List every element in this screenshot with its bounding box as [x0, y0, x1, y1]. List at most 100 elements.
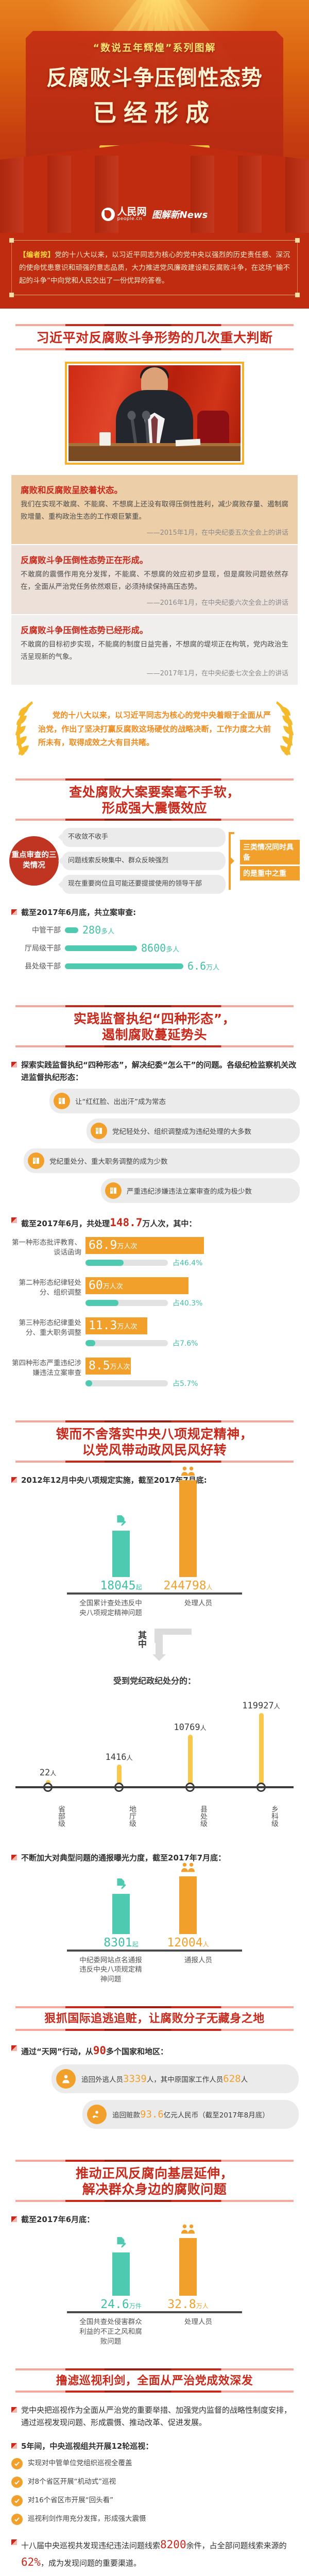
section-6-title-line1: 推动正风反腐向基层延伸， [75, 2166, 233, 2181]
eight-rules-column-chart: 18045起 244798人 全国累计查处违反中央八项规定精神问题 处理人员 [0, 1466, 309, 1618]
bullet-square-icon [11, 2216, 17, 2223]
card-number-1: 3339 [123, 2073, 147, 2085]
quote-card: 反腐败斗争压倒性态势已经形成。 不敢腐的目标初步实现，不能腐的制度日益完善，不想… [11, 615, 298, 685]
editor-note-section: 【编者按】党的十八大以来，以习近平同志为核心的党中央以强烈的历史责任感、深沉的使… [0, 233, 309, 309]
section-grassroots: 推动正风反腐向基层延伸， 解决群众身边的腐败问题 截至2017年6月底： 24.… [0, 2144, 309, 2353]
section-4-heading: 锲而不舍落实中央八项规定精神， 以党风带动政风民风好转 [15, 1420, 294, 1463]
bullet-inspection-footer: 十八届中央巡视共发现违纪违法问题线索8200余件，占全部问题线索来源的 62%，成… [11, 2536, 298, 2571]
column-label: 乡科级 [270, 1805, 279, 1827]
skynet-card: 追回外逃人员3339人，其中原国家工作人员628人 [52, 2064, 299, 2094]
form-pill: 党纪轻处分、组织调整成为违纪处理的大多数 [87, 1118, 300, 1144]
chart-row: 厅局级干部 8600多人 [13, 942, 296, 954]
inspection-achievement-list: 实现对中管单位党组织巡视全覆盖 对8个省区开展“机动式”巡视 对16个省区市开展… [11, 2458, 298, 2526]
quote-card: 反腐败斗争压倒性态势正在形成。 不敢腐的震慑作用充分发挥，不能腐、不想腐的效应初… [11, 545, 298, 615]
bar-value: 280多人 [82, 924, 115, 937]
document-icon [114, 2236, 128, 2251]
forms-total-unit: 万人次 [142, 1219, 166, 1229]
achievement-item: 巡视利剑作用充分发挥，形成强大震慑 [11, 2513, 298, 2526]
bullet-eight-rules-text: 2012年12月中央八项规定实施，截至2017年7月底: [21, 1475, 207, 1485]
chart-column: 119927人 [242, 1701, 280, 1786]
check-icon [11, 2458, 23, 2470]
card-number-1: 93.6 [140, 2109, 164, 2121]
money-hand-icon [87, 2105, 107, 2125]
achievement-item: 对8个省区开展“机动式”巡视 [11, 2476, 298, 2488]
people-icon [180, 2224, 196, 2237]
card-text-pre: 追回赃款 [112, 2111, 140, 2120]
column-value: 12004人 [167, 1936, 209, 1950]
column-label: 通报人员 [184, 1956, 212, 1964]
bar-label: 第三种形态纪律重处分、重大职务调整 [19, 1318, 82, 1337]
quote-card: 腐败和反腐败呈胶着状态。 我们在实现不敢腐、不能腐、不想腐上还没有取得压倒性胜利… [11, 474, 298, 545]
case-review-bar-chart: 中管干部 280多人 厅局级干部 8600多人 县处级干部 6.6万人 [13, 924, 296, 972]
bullet-grassroots-text: 截至2017年6月底： [21, 2215, 95, 2225]
percent-track [85, 1340, 168, 1346]
hero-kicker: “数说五年辉煌”系列图解 [93, 42, 216, 54]
chart-row: 中管干部 280多人 [13, 924, 296, 936]
laurel-summary: 党的十八大以来，以习近平同志为核心的党中央着眼于全面从严治党，作出了坚决打赢反腐… [11, 698, 298, 760]
bullet-four-forms: 探索实践监督执纪“四种形态”，解决纪委“怎么干”的问题。各级纪检监察机关改进监督… [11, 1059, 298, 1083]
bar-label: 中管干部 [32, 926, 61, 935]
hero-banner: “数说五年辉煌”系列图解 反腐败斗争压倒性态势 已经形成 人民网 [0, 0, 309, 233]
document-icon [114, 1877, 128, 1893]
quote-title: 反腐败斗争压倒性态势正在形成。 [21, 555, 148, 566]
section-xi-judgments: 习近平对反腐败斗争形势的几次重大判断 腐败和反腐败呈胶着状态。 我们在实现不敢腐… [0, 309, 309, 763]
section-four-forms: 实践监督执纪“四种形态”， 遏制腐败蔓延势头 探索实践监督执纪“四种形态”，解决… [0, 990, 309, 1405]
chart-row: 第一种形态批评教育、谈话函询 68.9 万人次 占46.4% [11, 1236, 298, 1268]
section-7-title: 撸滤巡视利剑，全面从严治党成效深发 [56, 2374, 253, 2387]
achievement-text: 巡视利剑作用充分发挥，形成强大震慑 [28, 2515, 146, 2523]
section-2-title-line2: 形成强大震慑效应 [101, 800, 207, 816]
quote-source: ——2017年1月，在中央纪委七次全会上的讲话 [146, 669, 288, 677]
book-icon [91, 1123, 107, 1140]
priority-tag-line2: 的是重中之重 [240, 866, 300, 880]
chart-row: 第四种形态严重违纪涉嫌违法立案审查 8.5 万人次 占5.7% [11, 1357, 298, 1388]
check-icon [11, 2477, 23, 2488]
section-5-title: 狠抓国际追逃追赃，让腐败分子无藏身之地 [44, 2012, 265, 2026]
quote-body: 我们在实现不敢腐、不能腐、不想腐上还没有取得压倒性胜利，减少腐败存量、遏制腐败增… [21, 500, 288, 521]
editor-note-box: 【编者按】党的十八大以来，以习近平同志为核心的党中央以强烈的历史责任感、深沉的使… [9, 238, 300, 297]
form-pill-text: 严重违纪涉嫌违法立案审查的成为极少数 [127, 1188, 252, 1196]
column-label: 全国共查处侵害群众利益的不正之风和腐败问题 [79, 2318, 142, 2346]
section-3-title-line1: 实践监督执纪“四种形态”， [73, 1011, 236, 1027]
achievement-text: 实现对中管单位党组织巡视全覆盖 [28, 2459, 132, 2468]
chart-column: 24.6万件 [100, 2236, 142, 2311]
quote-body: 不敢腐的目标初步实现，不能腐的制度日益完善，不想腐的堤坝正在构筑，党内政治生活呈… [21, 640, 288, 662]
category-bubble: 不收敛不收手 [62, 827, 226, 847]
bullet-square-icon [11, 2407, 17, 2413]
three-review-categories: 重点审查的三类情况 不收敛不收手 问题线索反映集中、群众反映强烈 现在重要岗位且… [9, 827, 300, 894]
bar-value: 6.6万人 [187, 960, 220, 973]
inspection-clue-percent: 62% [21, 2555, 41, 2568]
four-forms-pill-list: 让“红红脸、出出汗”成为常态 党纪轻处分、组织调整成为违纪处理的大多数 党纪重处… [9, 1089, 300, 1204]
section-4-title-line2: 以党风带动政风民风好转 [82, 1442, 227, 1458]
quote-body: 不敢腐的震慑作用充分发挥，不能腐、不想腐的效应初步显现，但是腐败问题依然存在，全… [21, 570, 288, 591]
bullet-public-exposure-text: 不断加大对典型问题的通报曝光力度，截至2017年7月底： [21, 1853, 226, 1862]
bullet-eight-rules: 2012年12月中央八项规定实施，截至2017年7月底: [11, 1474, 298, 1486]
quote-title: 腐败和反腐败呈胶着状态。 [21, 485, 123, 495]
card-number-2: 628 [223, 2073, 241, 2085]
form-pill: 党纪重处分、重大职务调整的成为少数 [24, 1148, 300, 1174]
column-label: 地厅级 [128, 1805, 136, 1827]
chart-column: 18045起 [100, 1514, 142, 1592]
four-forms-bar-chart: 第一种形态批评教育、谈话函询 68.9 万人次 占46.4% 第二种形态纪律轻处分… [11, 1236, 298, 1388]
laurel-right-icon [276, 701, 294, 756]
column-label: 处理人员 [184, 2318, 212, 2327]
bar-label: 厅局级干部 [25, 944, 61, 953]
bullet-case-review: 截至2017年6月底，共立案审查: [11, 906, 298, 919]
chart-axis [67, 1949, 242, 1952]
editor-note-label: 【编者按】 [19, 251, 55, 259]
discipline-level-chart: 22人 1416人 10769人 119927人 [12, 1693, 297, 1837]
percent-track [85, 1380, 168, 1386]
category-bubble: 问题线索反映集中、群众反映强烈 [62, 851, 226, 871]
chart-column: 12004人 [167, 1862, 209, 1950]
section-inspection: 撸滤巡视利剑，全面从严治党成效深发 党中央把巡视作为全面从严治党的重要举措、加强… [0, 2353, 309, 2576]
people-logo-icon [101, 208, 115, 221]
bullet-square-icon [11, 1477, 17, 1483]
book-icon [28, 1153, 44, 1170]
bullet-square-icon [11, 1062, 17, 1068]
achievement-text: 对16个省区市开展“回头看” [28, 2496, 114, 2505]
form-pill: 让“红红脸、出出汗”成为常态 [49, 1089, 300, 1114]
achievement-text: 对8个省区开展“机动式”巡视 [28, 2478, 116, 2486]
bullet-square-icon [11, 1854, 17, 1860]
card-text-mid: 人，其中原国家工作人员 [146, 2076, 224, 2084]
quote-source: ——2016年1月，在中央纪委六次全会上的讲话 [146, 599, 288, 607]
